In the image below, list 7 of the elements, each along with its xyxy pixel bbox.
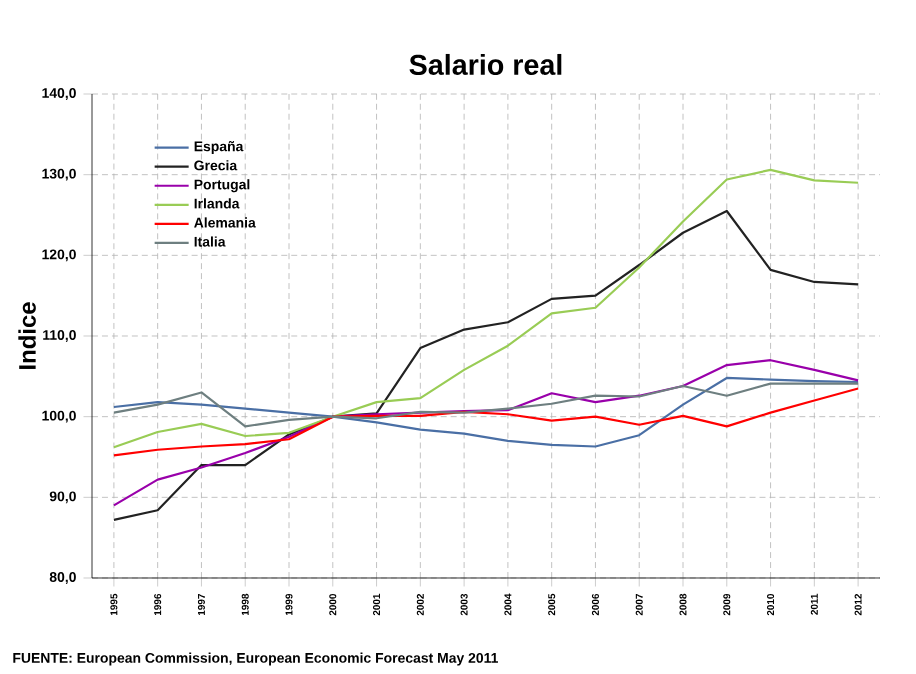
line-series	[112, 209, 860, 522]
line-series	[112, 168, 860, 449]
line-series	[112, 359, 860, 507]
line-series	[112, 387, 860, 457]
y-axis-title: Indice	[18, 302, 36, 369]
line-series	[112, 376, 860, 448]
chart-title: Salario real	[409, 53, 562, 76]
